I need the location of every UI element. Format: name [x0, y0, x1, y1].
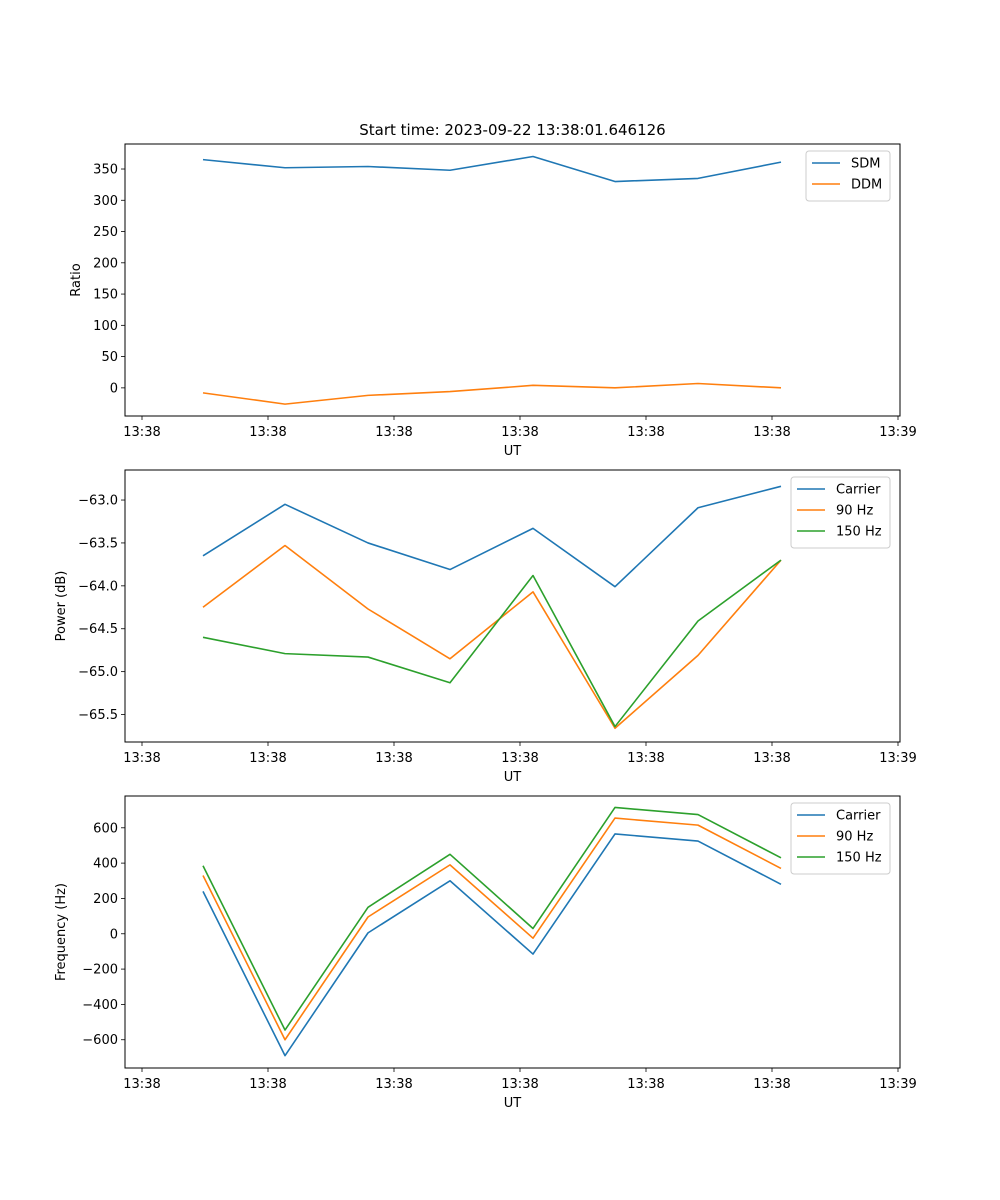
x-tick-label: 13:38 — [501, 1077, 538, 1092]
y-axis-label: Frequency (Hz) — [54, 883, 69, 981]
x-tick-label: 13:38 — [249, 751, 286, 766]
x-tick-label: 13:38 — [753, 425, 790, 440]
y-tick-label: 200 — [93, 892, 118, 907]
y-tick-label: 0 — [110, 927, 118, 942]
x-tick-label: 13:38 — [375, 425, 412, 440]
y-tick-label: 250 — [93, 225, 118, 240]
x-tick-label: 13:38 — [249, 1077, 286, 1092]
x-tick-label: 13:39 — [879, 751, 916, 766]
series-line-90-hz — [202, 544, 782, 730]
y-tick-label: −63.5 — [78, 536, 118, 551]
plot-frame — [124, 795, 901, 1069]
x-tick-label: 13:38 — [501, 751, 538, 766]
legend-label: 90 Hz — [836, 830, 873, 845]
x-axis-label: UT — [504, 770, 522, 785]
y-tick-label: 150 — [93, 288, 118, 303]
y-tick-label: −64.0 — [78, 579, 118, 594]
series-line-150-hz — [202, 806, 782, 1031]
x-tick-label: 13:38 — [753, 1077, 790, 1092]
legend-label: Carrier — [836, 809, 881, 824]
x-tick-label: 13:38 — [627, 425, 664, 440]
series-line-carrier — [202, 833, 782, 1057]
series-line-ddm — [202, 382, 782, 405]
series-line-sdm — [202, 155, 782, 183]
x-tick-label: 13:39 — [879, 1077, 916, 1092]
x-tick-label: 13:38 — [123, 1077, 160, 1092]
chart-panel-1: Start time: 2023-09-22 13:38:01.646126 13… — [69, 121, 917, 459]
series-line-carrier — [202, 485, 782, 588]
x-axis-label: UT — [504, 444, 522, 459]
x-tick-label: 13:39 — [879, 425, 916, 440]
x-tick-label: 13:38 — [501, 425, 538, 440]
y-tick-label: −600 — [82, 1033, 118, 1048]
legend: Carrier 90 Hz 150 Hz — [790, 476, 891, 549]
legend-label: 150 Hz — [836, 525, 882, 540]
legend: Carrier 90 Hz 150 Hz — [790, 802, 891, 875]
y-tick-label: −65.5 — [78, 708, 118, 723]
y-tick-label: 350 — [93, 163, 118, 178]
y-tick-label: 100 — [93, 319, 118, 334]
chart-title: Start time: 2023-09-22 13:38:01.646126 — [359, 121, 665, 139]
x-tick-label: 13:38 — [627, 1077, 664, 1092]
legend-label: Carrier — [836, 483, 881, 498]
y-tick-label: 300 — [93, 194, 118, 209]
y-axis-label: Power (dB) — [54, 571, 69, 642]
x-tick-label: 13:38 — [375, 751, 412, 766]
plot-frame — [124, 143, 901, 417]
y-tick-label: 50 — [101, 350, 118, 365]
chart-panel-3: 13:38 13:38 13:38 13:38 13:38 13:38 13:39 −600 −… — [54, 795, 917, 1111]
legend: SDM DDM — [805, 150, 891, 202]
y-tick-label: −65.0 — [78, 665, 118, 680]
legend-label: SDM — [851, 157, 880, 172]
y-axis-label: Ratio — [69, 263, 84, 296]
chart-panel-2: 13:38 13:38 13:38 13:38 13:38 13:38 13:39 −63.0… — [54, 469, 917, 785]
y-tick-label: 400 — [93, 857, 118, 872]
x-tick-label: 13:38 — [753, 751, 790, 766]
y-tick-label: 600 — [93, 821, 118, 836]
x-tick-label: 13:38 — [375, 1077, 412, 1092]
x-tick-label: 13:38 — [123, 425, 160, 440]
legend-label: 90 Hz — [836, 504, 873, 519]
series-line-150-hz — [202, 559, 782, 728]
legend-label: DDM — [851, 178, 882, 193]
y-tick-label: 200 — [93, 256, 118, 271]
legend-label: 150 Hz — [836, 851, 882, 866]
x-axis-label: UT — [504, 1096, 522, 1111]
y-tick-label: −64.5 — [78, 622, 118, 637]
y-tick-label: 0 — [110, 381, 118, 396]
x-tick-label: 13:38 — [627, 751, 664, 766]
plot-frame — [124, 469, 901, 743]
x-tick-label: 13:38 — [123, 751, 160, 766]
y-tick-label: −200 — [82, 963, 118, 978]
y-tick-label: −400 — [82, 998, 118, 1013]
x-tick-label: 13:38 — [249, 425, 286, 440]
series-line-90-hz — [202, 817, 782, 1041]
y-tick-label: −63.0 — [78, 494, 118, 509]
